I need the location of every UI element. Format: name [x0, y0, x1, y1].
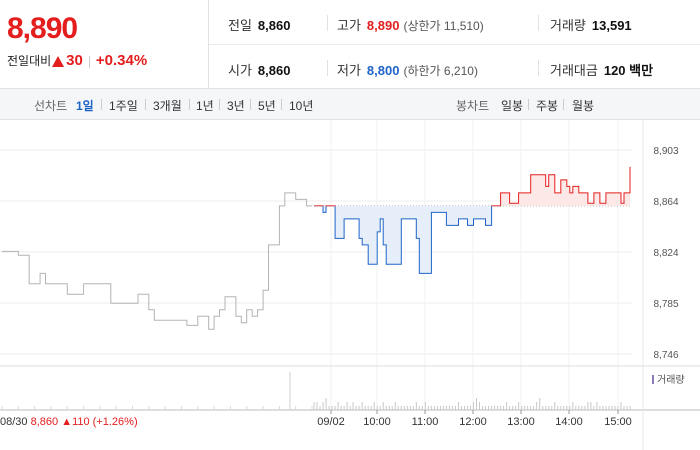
today-line-down: [314, 206, 502, 274]
tab-3years[interactable]: 3년: [227, 99, 245, 113]
summary-label: 거래대금: [550, 63, 598, 78]
summary-low: 저가 8,800 (하한가 6,210): [337, 60, 478, 79]
y-tick-label: 8,785: [653, 299, 678, 310]
change-value: 30: [66, 52, 83, 69]
divider: [528, 99, 529, 110]
y-tick-label: 8,746: [653, 350, 678, 361]
summary-amount: 거래대금 120 백만: [550, 60, 653, 79]
down-area: [314, 205, 630, 274]
summary-label: 시가: [228, 63, 252, 78]
summary-value: 8,860: [257, 18, 291, 33]
x-tick-label: 13:00: [507, 416, 535, 428]
change-percent: +0.34%: [95, 52, 148, 69]
summary-volume: 거래량 13,591: [550, 15, 632, 34]
divider: [563, 99, 564, 110]
volume-legend-swatch: [652, 375, 654, 384]
divider: [219, 99, 220, 110]
summary-label: 전일: [228, 18, 252, 33]
summary-value: 13,591: [591, 18, 632, 33]
divider: [281, 99, 282, 110]
tab-1year[interactable]: 1년: [196, 99, 214, 113]
row-divider: [209, 44, 700, 45]
tab-5years[interactable]: 5년: [258, 99, 276, 113]
prev-day-close: 8,860: [31, 416, 62, 428]
candle-chart-label: 봉차트: [456, 99, 490, 113]
summary-open: 시가 8,860: [228, 60, 290, 79]
divider: [101, 99, 102, 110]
volume-legend-label: 거래량: [657, 374, 685, 386]
price-change: 전일대비 30 +0.34%: [7, 52, 147, 69]
up-area: [314, 166, 630, 206]
divider: [538, 15, 539, 31]
x-tick-label: 11:00: [412, 416, 439, 428]
up-triangle-icon: [52, 56, 65, 68]
summary-value: 8,800: [366, 63, 400, 78]
tab-daily-candle[interactable]: 일봉: [501, 99, 524, 113]
price-chart: 8,903 8,864 8,824 8,785 8,746 거래량 09/02 10:00 11…: [0, 120, 700, 450]
summary-value: 120 백만: [603, 63, 654, 78]
divider: [327, 15, 328, 31]
prev-day-change: ▲110 (+1.26%): [61, 416, 137, 428]
tab-1week[interactable]: 1주일: [109, 99, 138, 113]
line-chart-label: 선차트: [34, 99, 68, 113]
summary-label: 거래량: [550, 18, 586, 33]
tab-1day[interactable]: 1일: [76, 99, 94, 113]
tab-10years[interactable]: 10년: [289, 99, 314, 113]
today-line-up: [314, 166, 631, 207]
y-tick-label: 8,864: [653, 197, 678, 208]
summary-prev-close: 전일 8,860: [228, 15, 290, 34]
quote-header: 8,890 전일대비 30 +0.34% 전일 8,860 고가 8,890 (상한가 1…: [0, 0, 700, 89]
current-price: 8,890: [7, 12, 78, 45]
divider: [327, 60, 328, 76]
divider: [145, 99, 146, 110]
summary-value: 8,860: [257, 63, 291, 78]
change-label: 전일대비: [7, 54, 52, 68]
x-tick-label: 12:00: [459, 416, 487, 428]
upper-limit: (상한가 11,510): [403, 19, 484, 33]
x-tick-label: 09/02: [317, 416, 345, 428]
lower-limit: (하한가 6,210): [403, 64, 478, 78]
divider: [88, 55, 90, 68]
y-tick-label: 8,903: [653, 146, 678, 157]
summary-label: 고가: [337, 18, 361, 33]
prev-day-line: [2, 192, 312, 330]
prev-day-label: 08/30 8,860 ▲110 (+1.26%): [0, 416, 138, 428]
y-tick-label: 8,824: [653, 248, 678, 259]
summary-label: 저가: [337, 63, 361, 78]
x-tick-label: 14:00: [555, 416, 583, 428]
price-box: 8,890 전일대비 30 +0.34%: [0, 0, 209, 88]
summary-value: 8,890: [366, 18, 400, 33]
summary-high: 고가 8,890 (상한가 11,510): [337, 15, 484, 34]
x-tick-label: 10:00: [363, 416, 391, 428]
prev-day-date: 08/30: [0, 416, 31, 428]
divider: [189, 99, 190, 110]
tab-3months[interactable]: 3개월: [153, 99, 182, 113]
divider: [538, 60, 539, 76]
divider: [250, 99, 251, 110]
tab-monthly-candle[interactable]: 월봉: [572, 99, 595, 113]
x-tick-label: 15:00: [604, 416, 632, 428]
tab-weekly-candle[interactable]: 주봉: [536, 99, 559, 113]
chart-period-tabs: 선차트 1일 1주일 3개월 1년 3년 5년 10년 봉차트 일봉 주봉 월봉: [0, 89, 700, 120]
